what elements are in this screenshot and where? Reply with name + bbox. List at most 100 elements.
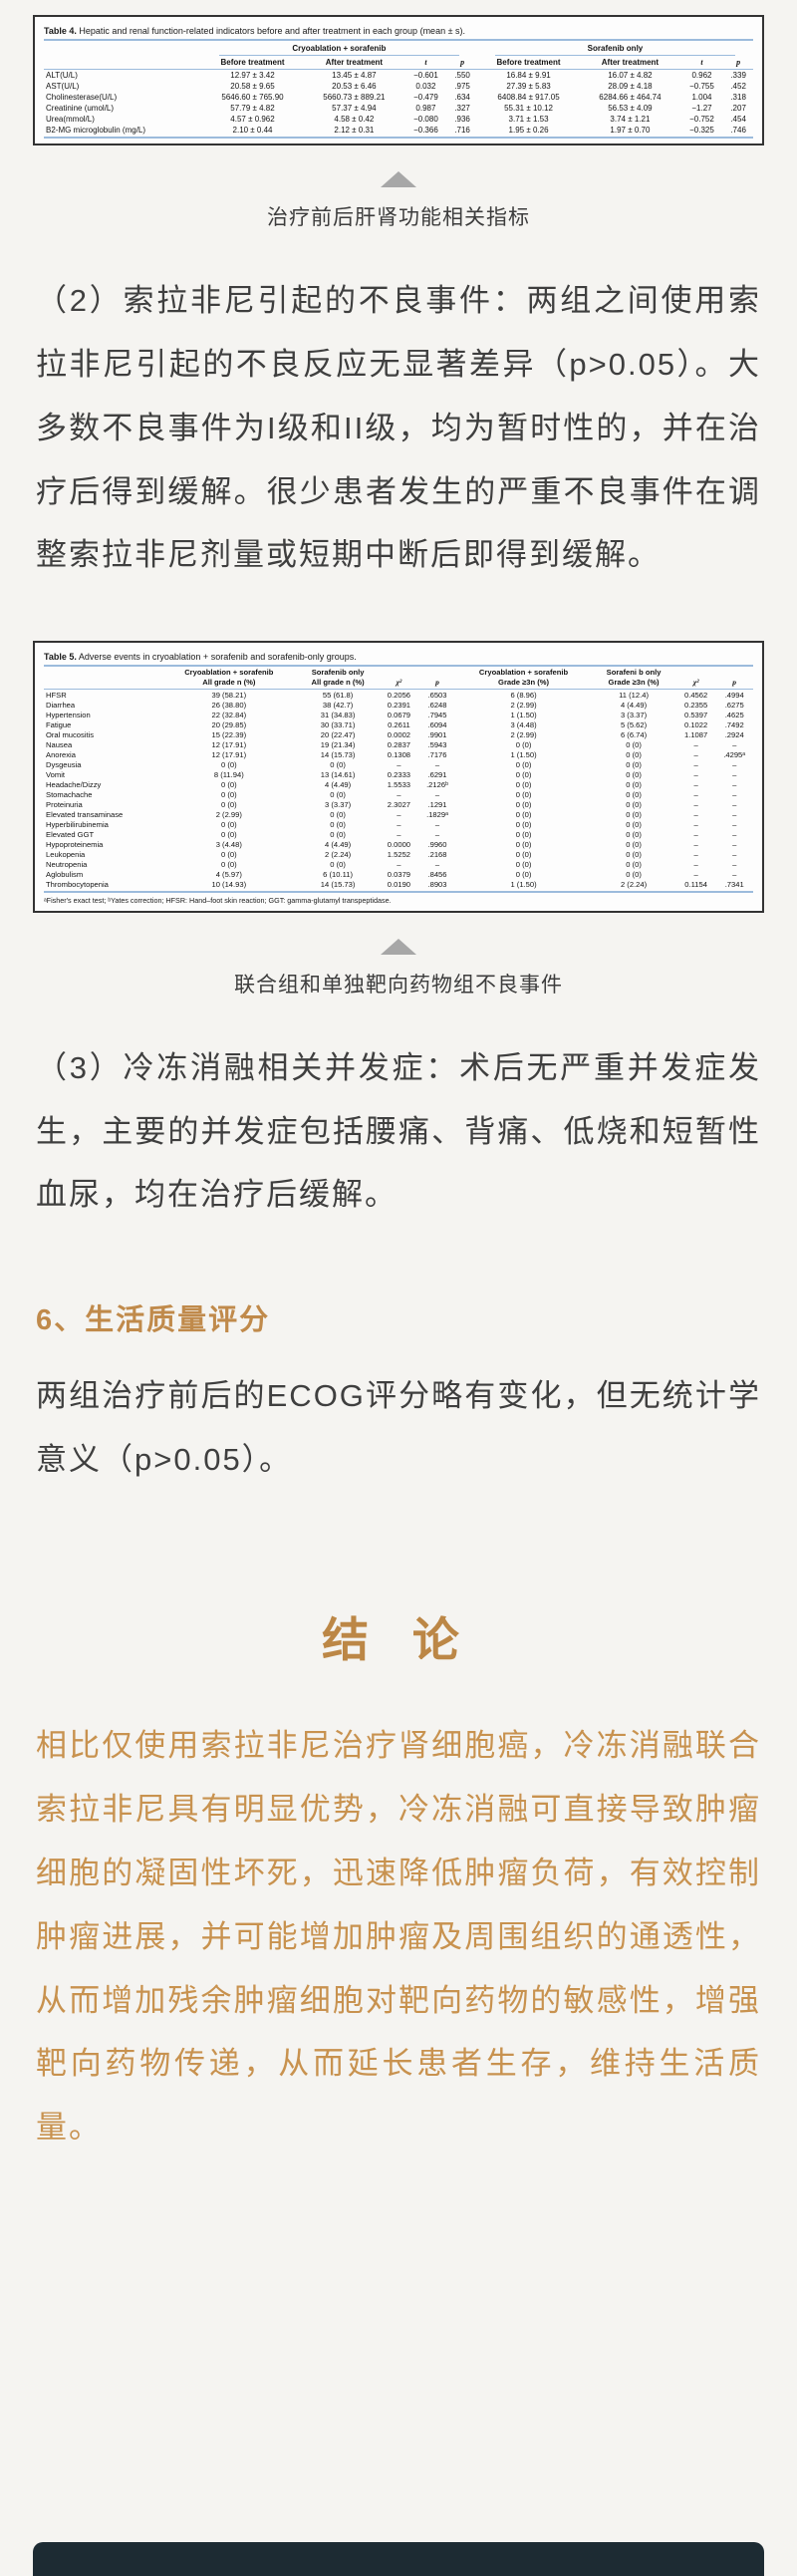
cell-value: 12.97 ± 3.42 — [230, 71, 275, 80]
table4-col-before1: Before treatment — [200, 57, 305, 70]
cell-value: 0 (0) — [515, 779, 532, 789]
cell-value: 0.2056 — [387, 690, 411, 700]
quality-of-life-paragraph: 两组治疗前后的ECOG评分略有变化，但无统计学意义（p>0.05）。 — [36, 1378, 761, 1478]
cell-value: 2 (2.24) — [591, 879, 676, 893]
cell-value: −0.366 — [403, 125, 448, 139]
cell-value: 2 (2.24) — [325, 849, 352, 859]
cell-value: 5 (5.62) — [620, 719, 648, 729]
cell-value: .7341 — [715, 879, 753, 893]
table4-col-p2: p — [723, 57, 753, 70]
cell-value: – — [693, 809, 698, 819]
cell-value: 0 (0) — [330, 759, 346, 769]
cell-value: 0.2333 — [387, 769, 411, 779]
cell-value: 1.97 ± 0.70 — [580, 125, 680, 139]
conclusion-heading: 结 论 — [322, 1615, 475, 1668]
cell-value: .9960 — [427, 839, 447, 849]
row-label: Creatinine (umol/L) — [46, 104, 115, 113]
cell-value: 12 (17.91) — [211, 739, 247, 749]
table5-title: Table 5. Adverse events in cryoablation … — [44, 650, 753, 668]
cell-value: – — [732, 809, 737, 819]
cell-value: – — [397, 859, 401, 869]
row-label: Vomit — [46, 769, 65, 779]
row-label: Aglobulism — [46, 869, 84, 879]
row-label: Fatigue — [46, 719, 72, 729]
table-row: Proteinuria 0 (0) 3 (3.37) 2.3027 .1291 0 (0)… — [44, 799, 753, 809]
cell-value: .9901 — [427, 729, 447, 739]
cell-value: – — [693, 859, 698, 869]
cell-value: 5646.60 ± 765.90 — [221, 93, 284, 102]
table-row: Nausea 12 (17.91) 19 (21.34) 0.2837 .5943 0 (… — [44, 739, 753, 749]
row-label: Hypoproteinemia — [46, 839, 104, 849]
cell-value: 1.95 ± 0.26 — [476, 125, 581, 139]
quality-of-life-heading: 6、生活质量评分 — [36, 1304, 271, 1337]
up-triangle-icon — [381, 171, 416, 187]
table5-col-sorafenib-grade3: Sorafeni b only Grade ≥3n (%) — [591, 667, 676, 691]
table4-col-after2: After treatment — [580, 57, 680, 70]
cell-value: 0 (0) — [221, 859, 237, 869]
cell-value: 13 (14.61) — [320, 769, 356, 779]
cell-value: 0.2837 — [387, 739, 411, 749]
cell-value: .4295ᵃ — [723, 749, 746, 759]
cell-value: 13.45 ± 4.87 — [332, 71, 377, 80]
table-row: Vomit 8 (11.94) 13 (14.61) 0.2333 .6291 0 (0)… — [44, 769, 753, 779]
table5-footnote: ᵃFisher's exact test; ᵇYates correction;… — [44, 895, 392, 905]
table4-group2-header: Sorafenib only — [477, 41, 753, 57]
cell-value: 0 (0) — [626, 839, 642, 849]
cell-value: 11 (12.4) — [619, 690, 649, 700]
cell-value: 1 (1.50) — [510, 749, 537, 759]
cell-value: 0 (0) — [626, 749, 642, 759]
row-label: B2-MG microglobulin (mg/L) — [44, 125, 201, 139]
cell-value: – — [732, 759, 737, 769]
row-label: Hypertension — [46, 710, 91, 719]
cell-value: 3 (4.48) — [215, 839, 242, 849]
cell-value: – — [397, 809, 401, 819]
table4-col-p1: p — [447, 57, 477, 70]
table4-col-t1: t — [403, 57, 448, 70]
cell-value: .975 — [454, 82, 470, 91]
table4-group1-header: Cryoablation + sorafenib — [201, 41, 477, 57]
cell-value: 5660.73 ± 889.21 — [323, 93, 386, 102]
row-label: AST(U/L) — [46, 82, 80, 91]
table-row: Anorexia 12 (17.91) 14 (15.73) 0.1308 .7176 1… — [44, 749, 753, 759]
cell-value: 0 (0) — [221, 819, 237, 829]
cell-value: 0 (0) — [626, 759, 642, 769]
cell-value: 57.79 ± 4.82 — [230, 104, 275, 113]
cell-value: 0 (0) — [221, 849, 237, 859]
row-label: Elevated transaminase — [46, 809, 124, 819]
table4-title: Table 4. Hepatic and renal function-rela… — [44, 24, 753, 41]
cell-value: 14 (15.73) — [320, 749, 356, 759]
table-row: Hypoproteinemia 3 (4.48) 4 (4.49) 0.0000 .99… — [44, 839, 753, 849]
table4-col-after1: After treatment — [304, 57, 404, 70]
cell-value: – — [397, 829, 401, 839]
cell-value: 3 (4.48) — [510, 719, 537, 729]
cell-value: 30 (33.71) — [320, 719, 356, 729]
cell-value: −0.755 — [689, 82, 714, 91]
row-label: Cholinesterase(U/L) — [46, 93, 118, 102]
cell-value: 12 (17.91) — [211, 749, 247, 759]
cell-value: – — [693, 849, 698, 859]
table-row: Fatigue 20 (29.85) 30 (33.71) 0.2611 .6094 3 … — [44, 719, 753, 729]
cell-value: 0.0000 — [387, 839, 411, 849]
cell-value: .454 — [730, 115, 746, 124]
cell-value: .6094 — [427, 719, 447, 729]
cell-value: – — [693, 819, 698, 829]
cell-value: .6275 — [724, 700, 744, 710]
table4-subheader-empty — [44, 57, 201, 70]
table5-figure: Table 5. Adverse events in cryoablation … — [33, 641, 764, 913]
cell-value: 28.09 ± 4.18 — [608, 82, 653, 91]
cell-value: 0 (0) — [515, 859, 532, 869]
cell-value: – — [732, 739, 737, 749]
cell-value: 0.1308 — [387, 749, 411, 759]
cell-value: 0 (0) — [515, 869, 532, 879]
cell-value: – — [434, 759, 440, 769]
cell-value: .6503 — [427, 690, 447, 700]
cell-value: 3.71 ± 1.53 — [508, 115, 549, 124]
cell-value: .634 — [454, 93, 470, 102]
row-label: Elevated GGT — [46, 829, 95, 839]
cell-value: 6284.66 ± 464.74 — [599, 93, 662, 102]
cell-value: – — [693, 749, 698, 759]
up-triangle-icon — [381, 938, 416, 955]
cell-value: – — [397, 789, 401, 799]
cell-value: .339 — [730, 71, 746, 80]
cell-value: – — [732, 869, 737, 879]
